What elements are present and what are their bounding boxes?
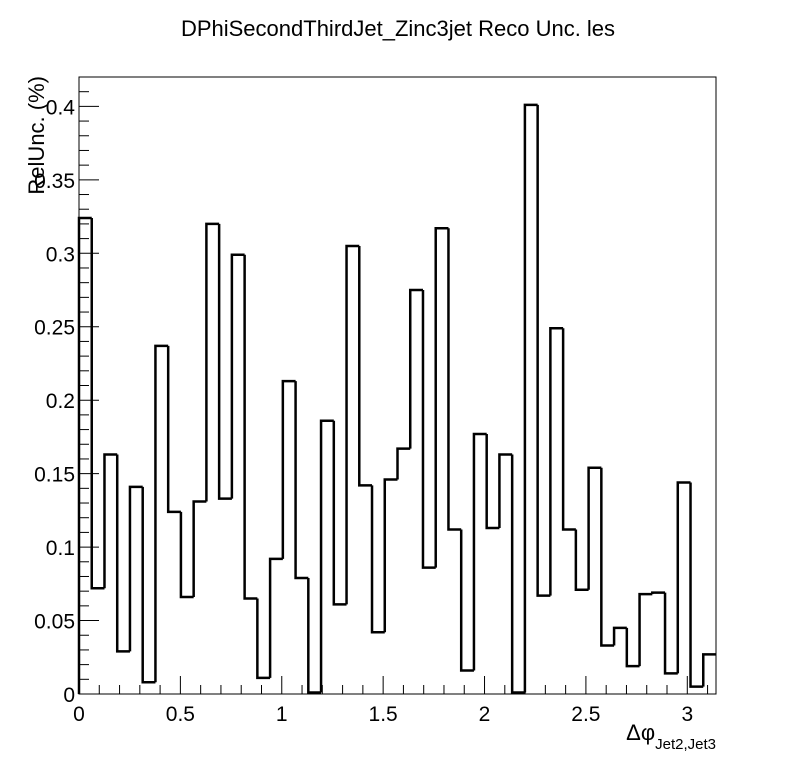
- histogram-bin: [498, 453, 513, 528]
- histogram-bin: [485, 433, 500, 530]
- histogram-bin: [421, 290, 436, 569]
- histogram-bin: [561, 328, 576, 531]
- histogram-bin: [205, 222, 220, 502]
- histogram-bin: [217, 223, 232, 500]
- histogram-bin: [141, 486, 156, 684]
- x-tick-label: 0.5: [166, 703, 195, 726]
- histogram-bin: [179, 511, 194, 599]
- histogram-bin: [345, 244, 360, 605]
- histogram-bin: [256, 598, 271, 680]
- y-tick-label: 0.15: [34, 464, 75, 487]
- histogram-bin: [332, 420, 347, 606]
- histogram-bin: [651, 591, 666, 595]
- histogram-bin: [294, 381, 309, 580]
- histogram-bin: [612, 626, 627, 646]
- histogram-bins: [77, 103, 716, 694]
- histogram-bin: [510, 454, 525, 694]
- x-axis-ticks: [78, 676, 709, 694]
- x-tick-label: 0: [73, 703, 85, 726]
- histogram-bin: [370, 485, 385, 634]
- x-tick-label: 1.5: [369, 703, 398, 726]
- histogram-bin: [600, 467, 615, 647]
- x-tick-label: 3: [681, 703, 693, 726]
- y-tick-label: 0.05: [34, 611, 75, 634]
- histogram-bin: [676, 481, 691, 674]
- histogram-bin: [166, 345, 181, 514]
- histogram-bin: [396, 447, 411, 480]
- histogram-bin: [281, 379, 296, 559]
- histogram-bin: [128, 485, 143, 652]
- x-axis-tick-labels: 0 0.5 1 1.5 2 2.5 3: [73, 703, 693, 726]
- histogram-bin: [103, 453, 118, 589]
- histogram-bin: [383, 478, 398, 633]
- histogram-bin: [587, 466, 602, 590]
- histogram-bin: [472, 432, 487, 671]
- histogram-bin: [689, 482, 704, 688]
- histogram-bin: [358, 245, 373, 487]
- y-tick-label: 0.35: [34, 170, 75, 193]
- histogram-bin: [408, 288, 423, 449]
- x-tick-label: 2: [479, 703, 491, 726]
- plot-frame: [78, 76, 717, 695]
- x-tick-label: 2.5: [571, 703, 600, 726]
- histogram-bin: [625, 627, 640, 668]
- histogram-bin: [307, 577, 322, 694]
- histogram-bin: [574, 529, 589, 591]
- histogram-bin: [638, 592, 653, 667]
- histogram-bin: [115, 454, 130, 653]
- x-axis-label-subscript: Jet2,Jet3: [655, 736, 716, 753]
- y-tick-label: 0.2: [46, 390, 75, 413]
- x-axis-label-main: Δφ: [626, 720, 655, 745]
- histogram-bin: [319, 419, 334, 693]
- y-tick-label: 0.4: [46, 96, 76, 119]
- x-axis-label: ΔφJet2,Jet3: [626, 720, 716, 753]
- histogram-bin: [268, 557, 283, 678]
- histogram-bin: [230, 253, 245, 499]
- histogram-bin: [77, 216, 92, 694]
- y-tick-label: 0.3: [46, 243, 75, 266]
- histogram-bin: [549, 326, 564, 596]
- y-tick-label: 0.1: [46, 537, 75, 560]
- x-tick-label: 1: [276, 703, 288, 726]
- histogram-bin: [192, 500, 207, 598]
- histogram-bin: [663, 592, 678, 675]
- histogram-bin: [243, 254, 258, 600]
- histogram-bin: [523, 103, 538, 693]
- y-tick-label: 0.25: [34, 317, 75, 340]
- histogram-bin: [90, 218, 105, 590]
- histogram-bin: [459, 529, 474, 672]
- chart-title: DPhiSecondThirdJet_Zinc3jet Reco Unc. le…: [181, 16, 615, 41]
- y-tick-label: 0: [63, 684, 75, 707]
- histogram-bin: [447, 228, 462, 531]
- y-axis-ticks: [79, 76, 99, 695]
- histogram-bin: [434, 227, 449, 568]
- y-axis-label: RelUnc. (%): [24, 76, 49, 195]
- histogram-bin: [154, 344, 169, 683]
- histogram-bin: [536, 104, 551, 597]
- histogram-bin: [702, 653, 716, 687]
- y-axis-tick-labels: 0 0.05 0.1 0.15 0.2 0.25 0.3 0.35 0.4: [34, 96, 75, 707]
